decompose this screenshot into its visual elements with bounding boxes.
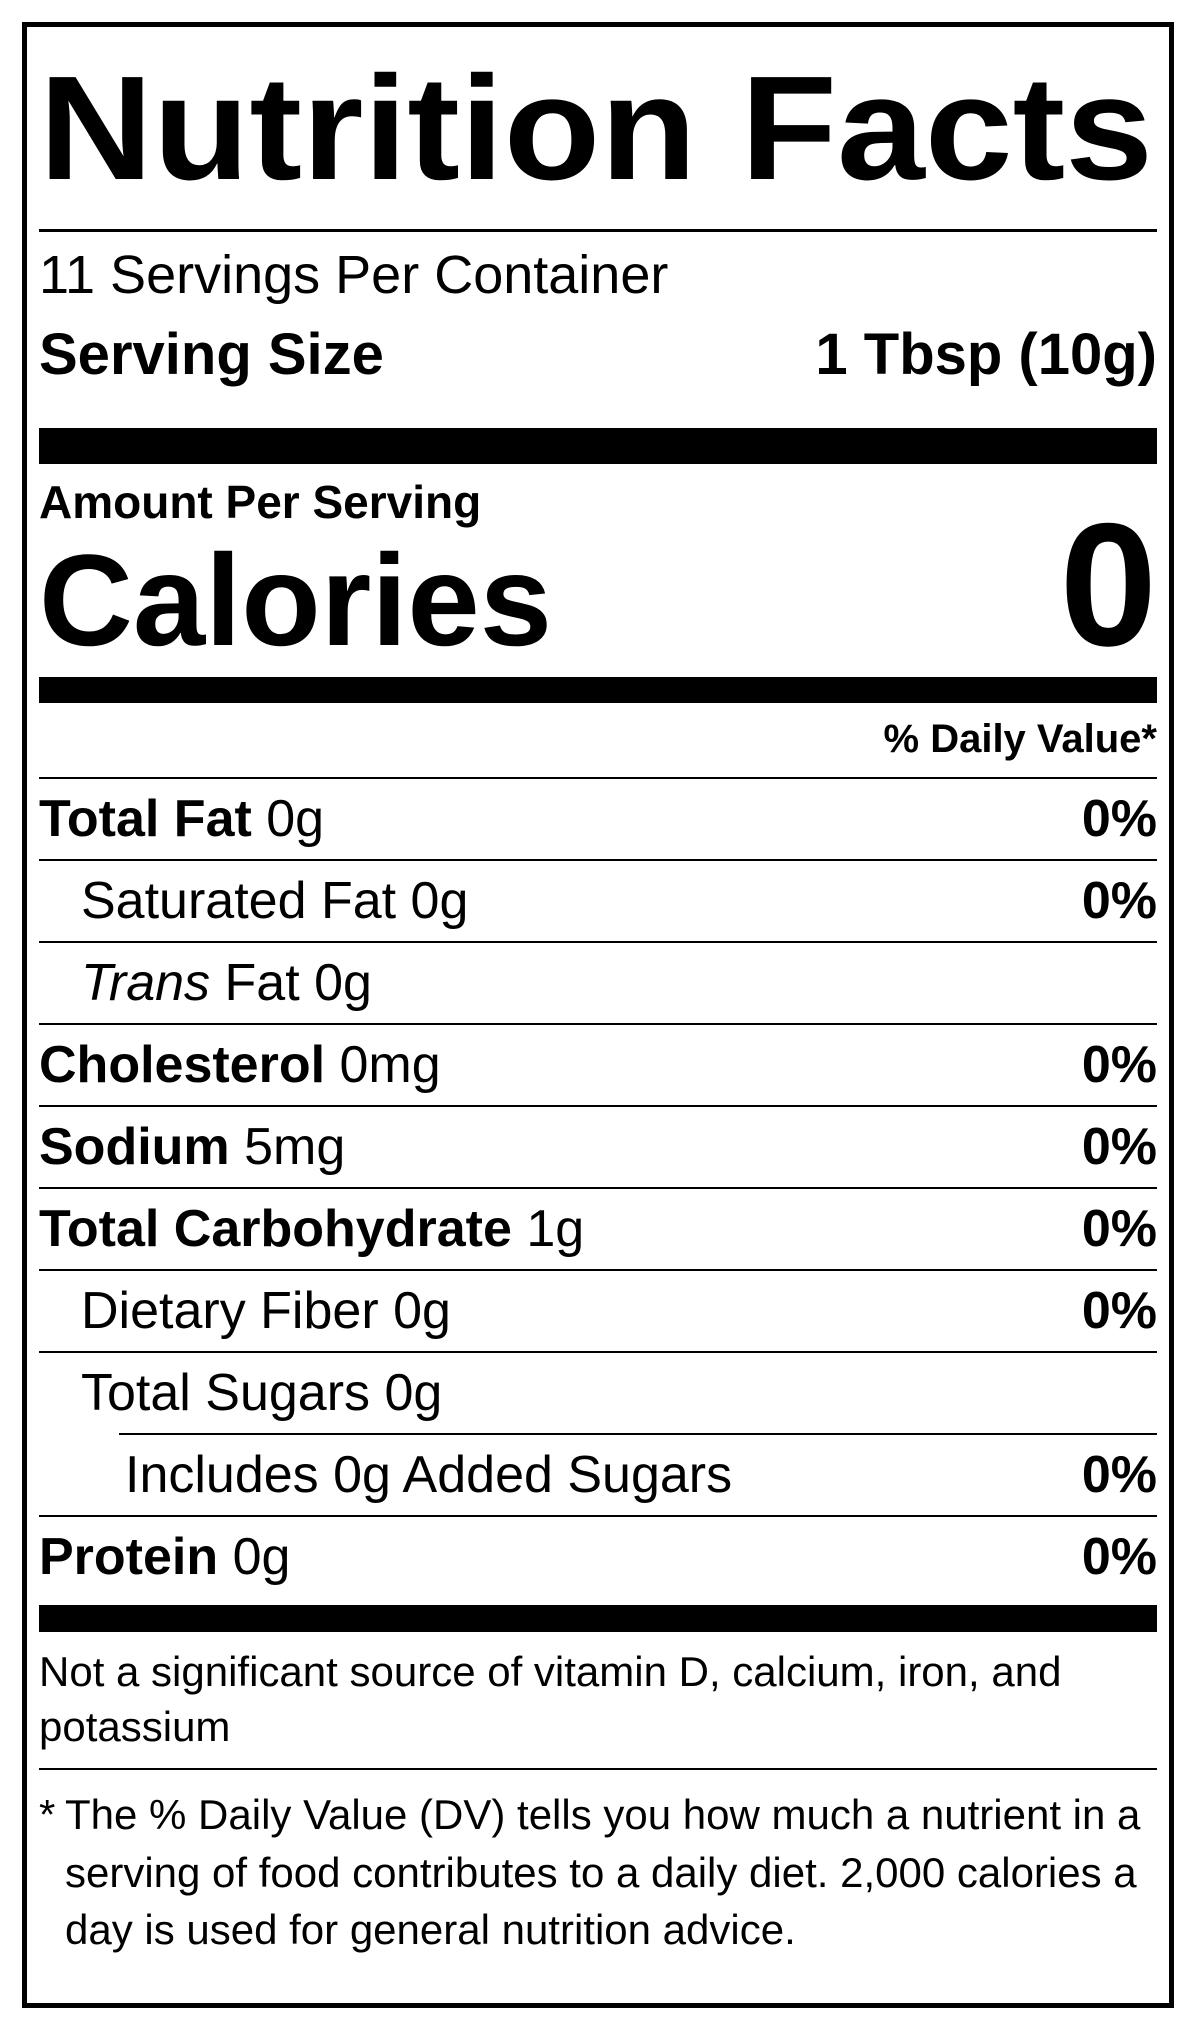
- divider: [39, 1514, 1157, 1517]
- divider-under-title: [39, 229, 1157, 232]
- nutrient-name: Includes 0g Added Sugars: [125, 1445, 732, 1505]
- nutrient-row-saturated-fat: Saturated Fat 0g 0%: [39, 861, 1157, 941]
- footnote-text: The % Daily Value (DV) tells you how muc…: [65, 1791, 1141, 1953]
- divider: [39, 1104, 1157, 1107]
- nutrition-facts-label: Nutrition Facts 11 Servings Per Containe…: [22, 22, 1174, 2008]
- daily-value-header: % Daily Value*: [883, 717, 1157, 762]
- nutrient-row-sodium: Sodium 5mg 0%: [39, 1107, 1157, 1187]
- nutrient-name-bold: Total Fat: [39, 789, 252, 848]
- divider: [39, 1186, 1157, 1189]
- serving-size-row: Serving Size 1 Tbsp (10g): [39, 320, 1157, 390]
- daily-value-percent: 0%: [1081, 1117, 1157, 1176]
- nutrient-name-rest: Total Sugars 0g: [81, 1363, 443, 1422]
- nutrient-name-bold: Cholesterol: [39, 1035, 326, 1094]
- nutrient-name-italic: Trans: [81, 953, 211, 1012]
- divider: [39, 858, 1157, 861]
- divider-above-footnote: [39, 1768, 1157, 1771]
- nutrient-row-cholesterol: Cholesterol 0mg 0%: [39, 1025, 1157, 1105]
- divider: [39, 776, 1157, 779]
- nutrient-name-bold: Protein: [39, 1527, 219, 1586]
- insignificant-nutrients-note: Not a significant source of vitamin D, c…: [39, 1647, 1062, 1751]
- daily-value-percent: 0%: [1081, 1527, 1157, 1586]
- nutrient-row-total-carbohydrate: Total Carbohydrate 1g 0%: [39, 1189, 1157, 1269]
- label-title-graphic: Nutrition Facts: [39, 55, 1153, 205]
- daily-value-percent: 0%: [1081, 789, 1157, 848]
- daily-value-percent: 0%: [1081, 1035, 1157, 1094]
- serving-size-value: 1 Tbsp (10g): [815, 322, 1157, 388]
- nutrient-row-added-sugars: Includes 0g Added Sugars 0%: [39, 1435, 1157, 1515]
- thick-divider-top: [39, 427, 1157, 464]
- daily-value-percent: 0%: [1081, 1199, 1157, 1258]
- nutrient-name-bold: Total Carbohydrate: [39, 1199, 512, 1258]
- nutrient-name: Dietary Fiber 0g: [81, 1281, 451, 1341]
- daily-value-percent: 0%: [1081, 1445, 1157, 1504]
- thick-divider-calories: [39, 676, 1157, 703]
- nutrient-name: Protein 0g: [39, 1527, 290, 1587]
- nutrient-row-protein: Protein 0g 0%: [39, 1517, 1157, 1597]
- divider: [39, 1022, 1157, 1025]
- divider-indented: [119, 1432, 1157, 1435]
- servings-per-container: 11 Servings Per Container: [39, 245, 669, 305]
- nutrient-name-rest: Fat 0g: [210, 953, 372, 1012]
- nutrient-name-rest: Saturated Fat 0g: [81, 871, 469, 930]
- thick-divider-bottom: [39, 1604, 1157, 1632]
- nutrient-name: Total Fat 0g: [39, 789, 324, 849]
- calories-label: Calories: [39, 526, 553, 673]
- amount-per-serving-label: Amount Per Serving: [39, 475, 482, 528]
- nutrient-name: Cholesterol 0mg: [39, 1035, 441, 1095]
- daily-value-percent: 0%: [1081, 1281, 1157, 1340]
- nutrient-row-dietary-fiber: Dietary Fiber 0g 0%: [39, 1271, 1157, 1351]
- nutrient-name: Sodium 5mg: [39, 1117, 345, 1177]
- nutrient-name-rest: Includes 0g Added Sugars: [125, 1445, 733, 1504]
- nutrient-name-rest: 0g: [251, 789, 325, 848]
- nutrient-name-rest: 1g: [511, 1199, 585, 1258]
- nutrient-name: Saturated Fat 0g: [81, 871, 468, 931]
- nutrient-name-rest: 5mg: [229, 1117, 346, 1176]
- footnote-asterisk: *: [39, 1791, 56, 1839]
- nutrient-name: Total Sugars 0g: [81, 1363, 442, 1423]
- calories-row: Calories 0: [39, 498, 1157, 673]
- nutrient-row-trans-fat: Trans Fat 0g: [39, 943, 1157, 1023]
- nutrient-row-total-fat: Total Fat 0g 0%: [39, 779, 1157, 859]
- nutrient-row-total-sugars: Total Sugars 0g: [39, 1353, 1157, 1433]
- serving-size-label: Serving Size: [39, 322, 384, 388]
- nutrient-name-rest: 0mg: [325, 1035, 441, 1094]
- daily-value-percent: 0%: [1081, 871, 1157, 930]
- nutrient-name-rest: 0g: [218, 1527, 291, 1586]
- nutrient-name-rest: Dietary Fiber 0g: [81, 1281, 451, 1340]
- nutrient-name: Trans Fat 0g: [81, 953, 372, 1013]
- nutrient-name: Total Carbohydrate 1g: [39, 1199, 584, 1259]
- divider: [39, 1350, 1157, 1353]
- daily-value-footnote: * The % Daily Value (DV) tells you how m…: [39, 1786, 1157, 1957]
- label-title: Nutrition Facts: [39, 55, 1153, 205]
- calories-value: 0: [1059, 487, 1157, 683]
- divider: [39, 1268, 1157, 1271]
- divider: [39, 940, 1157, 943]
- nutrient-name-bold: Sodium: [39, 1117, 230, 1176]
